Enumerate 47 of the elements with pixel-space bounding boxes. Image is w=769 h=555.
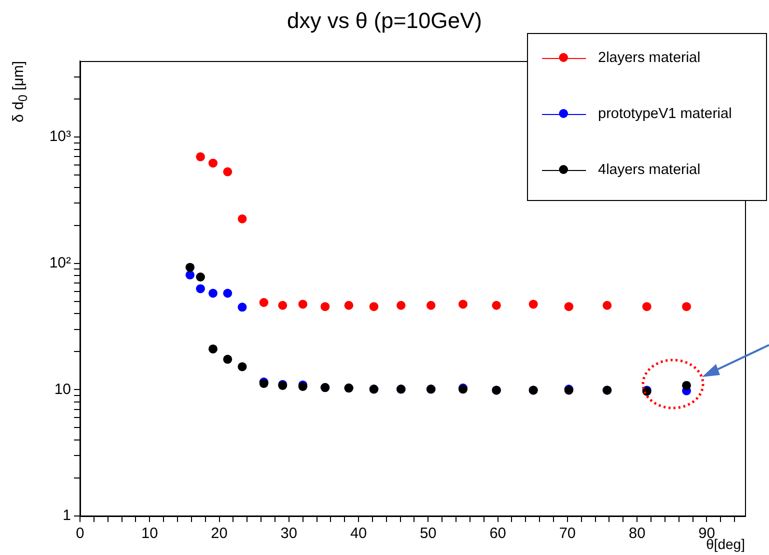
- point: [602, 300, 612, 310]
- point: [642, 302, 652, 312]
- point: [196, 284, 205, 294]
- point: [682, 380, 692, 390]
- legend-label: 2layers material: [597, 50, 700, 66]
- legend-label: prototypeV1 material: [597, 106, 732, 122]
- point: [344, 300, 354, 310]
- x-tick-label: 30: [280, 525, 298, 542]
- point: [259, 298, 268, 307]
- y-tick-label: 1: [62, 507, 71, 524]
- x-tick-label: 10: [141, 525, 158, 542]
- point: [186, 262, 195, 272]
- point: [492, 300, 501, 310]
- x-tick-label: 70: [559, 525, 576, 542]
- point: [278, 300, 288, 310]
- y-tick-label: 10³: [49, 128, 71, 146]
- point: [396, 300, 406, 310]
- chart-title: dxy vs θ (p=10GeV): [286, 8, 484, 34]
- point: [223, 167, 232, 176]
- point: [238, 362, 247, 372]
- point: [208, 344, 218, 354]
- x-tick-label: 60: [489, 525, 506, 542]
- point: [196, 152, 205, 162]
- point: [298, 300, 308, 309]
- point: [564, 302, 574, 312]
- point: [369, 302, 378, 312]
- point: [426, 300, 436, 310]
- point: [320, 302, 330, 312]
- x-tick-label: 50: [420, 525, 437, 542]
- legend-label: 4layers material: [597, 162, 700, 178]
- x-tick-label: 0: [76, 525, 84, 542]
- y-tick-label: 10²: [49, 254, 71, 272]
- point: [223, 288, 232, 298]
- point: [223, 354, 232, 364]
- point: [208, 288, 218, 298]
- x-tick-label: 20: [210, 525, 228, 542]
- point: [186, 270, 195, 280]
- point: [208, 158, 218, 168]
- point: [528, 300, 538, 309]
- point: [238, 214, 247, 224]
- point: [196, 272, 205, 282]
- point: [458, 300, 468, 309]
- point: [682, 302, 692, 312]
- x-tick-label: 80: [628, 525, 646, 542]
- point: [238, 302, 247, 312]
- y-tick-label: 10: [54, 380, 71, 398]
- x-tick-label: 40: [350, 525, 367, 542]
